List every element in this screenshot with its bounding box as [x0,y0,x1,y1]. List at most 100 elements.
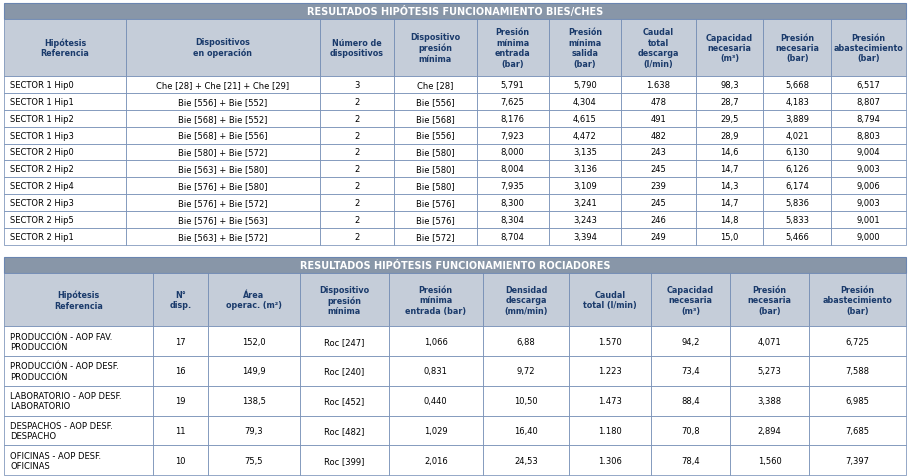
Bar [483,446,569,475]
Bar [809,416,906,446]
Bar [809,357,906,386]
Bar [696,77,763,94]
Bar [549,128,621,144]
Bar [569,446,651,475]
Bar [477,195,549,212]
Text: 152,0: 152,0 [242,337,266,346]
Bar [651,386,731,416]
Text: 482: 482 [651,131,666,140]
Bar [153,357,208,386]
Text: 1.473: 1.473 [598,397,622,406]
Text: SECTOR 1 Hip1: SECTOR 1 Hip1 [10,98,74,107]
Text: OFICINAS - AOP DESF.
OFICINAS: OFICINAS - AOP DESF. OFICINAS [10,451,101,470]
Text: Bie [572]: Bie [572] [416,233,454,241]
Text: 2: 2 [354,199,359,208]
Text: 7,397: 7,397 [845,456,870,465]
Bar [477,77,549,94]
Bar [4,128,126,144]
Text: Presión
mínima
salida
(bar): Presión mínima salida (bar) [568,28,602,69]
Text: PRODUCCIÓN - AOP FAV.
PRODUCCIÓN: PRODUCCIÓN - AOP FAV. PRODUCCIÓN [10,332,113,351]
Text: 11: 11 [176,426,186,435]
Text: 94,2: 94,2 [682,337,700,346]
Text: 8,807: 8,807 [856,98,881,107]
Text: SECTOR 2 Hip4: SECTOR 2 Hip4 [10,182,74,191]
Bar [809,446,906,475]
Bar [299,386,389,416]
Text: 3: 3 [354,80,359,89]
Bar [477,212,549,228]
Text: 2,016: 2,016 [424,456,448,465]
Bar [389,416,483,446]
Bar [208,446,299,475]
Text: 2: 2 [354,216,359,225]
Bar [731,357,809,386]
Text: 246: 246 [651,216,666,225]
Bar [731,416,809,446]
Text: Presión
necesaria
(bar): Presión necesaria (bar) [775,33,819,63]
Text: Bie [576]: Bie [576] [416,199,454,208]
Bar [763,77,831,94]
Bar [319,94,394,110]
Bar [483,273,569,327]
Bar [831,94,906,110]
Text: 8,000: 8,000 [501,148,524,157]
Text: 8,176: 8,176 [501,114,525,123]
Text: 3,388: 3,388 [758,397,782,406]
Text: 8,004: 8,004 [501,165,524,174]
Text: 3,394: 3,394 [573,233,597,241]
Bar [208,416,299,446]
Text: Presión
abastecimiento
(bar): Presión abastecimiento (bar) [834,33,904,63]
Text: 9,004: 9,004 [856,148,880,157]
Text: 9,000: 9,000 [856,233,880,241]
Bar [651,416,731,446]
Text: Bie [580]: Bie [580] [416,165,454,174]
Text: 14,6: 14,6 [721,148,739,157]
Bar [319,161,394,178]
Text: 491: 491 [651,114,666,123]
Bar [696,195,763,212]
Bar [4,110,126,128]
Text: 6,126: 6,126 [785,165,809,174]
Text: Dispositivo
presión
mínima: Dispositivo presión mínima [319,285,369,315]
Bar [394,110,477,128]
Text: 1,066: 1,066 [424,337,448,346]
Bar [831,77,906,94]
Text: 9,003: 9,003 [856,199,881,208]
Bar [208,273,299,327]
Text: 2: 2 [354,131,359,140]
Bar [4,4,906,20]
Bar [731,446,809,475]
Text: 79,3: 79,3 [245,426,263,435]
Text: 2: 2 [354,148,359,157]
Bar [831,212,906,228]
Bar [477,178,549,195]
Text: 9,006: 9,006 [856,182,881,191]
Text: Roc [482]: Roc [482] [324,426,364,435]
Text: 6,88: 6,88 [517,337,535,346]
Bar [208,327,299,357]
Bar [483,416,569,446]
Bar [153,446,208,475]
Text: 17: 17 [176,337,186,346]
Bar [731,386,809,416]
Text: 8,803: 8,803 [856,131,881,140]
Bar [621,212,696,228]
Text: 2: 2 [354,98,359,107]
Bar [549,144,621,161]
Bar [126,20,319,77]
Text: Caudal
total (l/min): Caudal total (l/min) [583,290,637,310]
Bar [299,327,389,357]
Bar [477,144,549,161]
Text: 8,794: 8,794 [856,114,881,123]
Bar [477,110,549,128]
Text: 7,588: 7,588 [845,367,870,376]
Text: 0,831: 0,831 [424,367,448,376]
Text: Bie [556]: Bie [556] [416,98,454,107]
Text: SECTOR 2 Hip5: SECTOR 2 Hip5 [10,216,74,225]
Text: SECTOR 2 Hip0: SECTOR 2 Hip0 [10,148,74,157]
Bar [126,77,319,94]
Bar [389,446,483,475]
Text: Bie [580]: Bie [580] [416,182,454,191]
Text: 5,790: 5,790 [573,80,597,89]
Text: Roc [399]: Roc [399] [324,456,364,465]
